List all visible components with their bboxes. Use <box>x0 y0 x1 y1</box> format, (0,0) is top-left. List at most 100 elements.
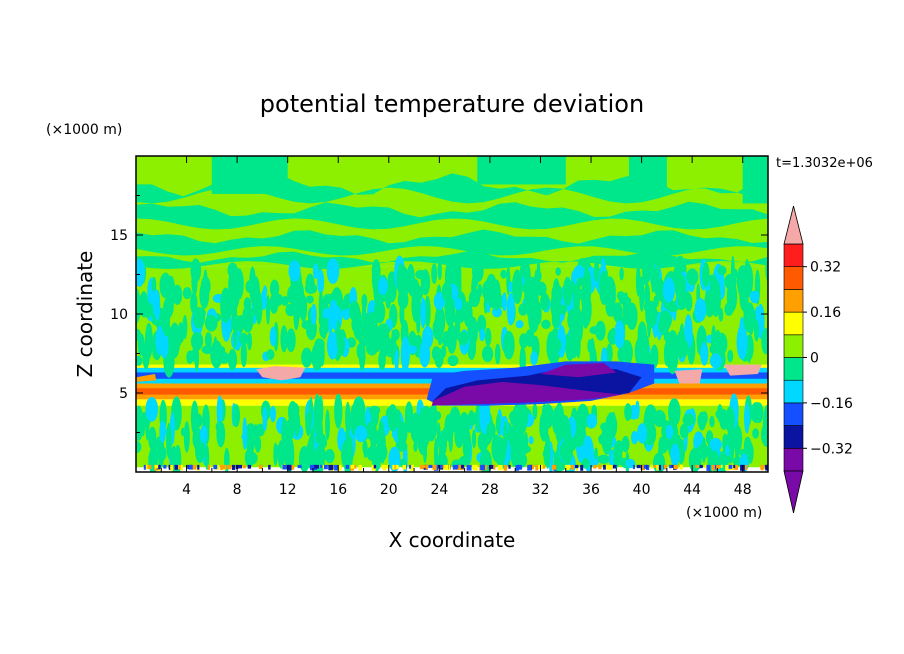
turbulence-cell <box>637 333 650 353</box>
turbulence-cell <box>294 411 301 437</box>
turbulence-cell <box>433 292 446 310</box>
turbulence-cell <box>281 418 288 449</box>
turbulence-cell <box>296 281 305 314</box>
surface-cell <box>373 464 377 469</box>
turbulence-cell <box>216 395 223 428</box>
warm-patch <box>674 369 703 384</box>
turbulence-cell <box>700 341 709 366</box>
warm-patch <box>723 364 762 376</box>
turbulence-cell <box>639 276 645 312</box>
turbulence-cell <box>457 310 465 323</box>
colorbar-swatch <box>783 243 804 268</box>
turbulence-cell <box>190 258 202 283</box>
x-tick-label: 4 <box>182 482 191 498</box>
turbulence-cell <box>216 421 226 448</box>
turbulence-cell <box>286 328 296 353</box>
turbulence-cell <box>563 419 572 454</box>
surface-cell <box>460 464 465 469</box>
turbulence-cell <box>312 263 319 279</box>
turbulence-cell <box>717 404 723 423</box>
surface-cell <box>291 464 295 470</box>
strat-layer <box>136 229 768 256</box>
surface-cell <box>432 464 437 471</box>
cold-pool-core <box>540 363 617 378</box>
turbulence-cell <box>241 305 254 333</box>
turbulence-cell <box>266 349 275 360</box>
turbulence-cell <box>152 349 158 359</box>
surface-cell <box>466 464 472 471</box>
turbulence-cell <box>459 455 471 466</box>
turbulence-cell <box>441 331 452 347</box>
turbulence-cell <box>515 320 524 329</box>
turbulence-cell <box>458 413 470 437</box>
turbulence-cell <box>606 343 613 363</box>
surface-cell <box>551 464 557 470</box>
surface-cell <box>174 464 179 470</box>
turbulence-cell <box>269 326 277 347</box>
turbulence-cell <box>749 290 760 304</box>
chart-title: potential temperature deviation <box>260 90 644 118</box>
turbulence-cell <box>422 435 428 464</box>
x-tick-label: 40 <box>633 482 651 498</box>
surface-cell <box>310 464 315 471</box>
turbulence-cell <box>506 292 516 326</box>
surface-cell <box>656 464 659 471</box>
turbulence-cell <box>477 314 487 335</box>
x-tick-label: 48 <box>734 482 752 498</box>
turbulence-cell <box>281 296 289 306</box>
surface-cell <box>728 464 733 469</box>
turbulence-cell <box>377 323 390 338</box>
surface-cell <box>765 464 768 471</box>
turbulence-cell <box>255 423 265 437</box>
turbulence-cell <box>725 406 735 434</box>
surface-cell <box>180 464 183 471</box>
turbulence-cell <box>526 329 533 345</box>
turbulence-cell <box>458 331 469 346</box>
turbulence-cell <box>631 430 639 445</box>
turbulence-cell <box>559 304 567 315</box>
turbulence-cell <box>397 421 408 445</box>
turbulence-cell <box>442 427 447 439</box>
turbulence-cell <box>711 325 717 358</box>
turbulence-cell <box>305 273 315 294</box>
turbulence-cell <box>572 433 585 448</box>
turbulence-cell <box>718 307 724 322</box>
surface-cell <box>497 464 503 471</box>
surface-cell <box>480 464 485 471</box>
turbulence-cell <box>622 292 630 326</box>
turbulence-cell <box>581 458 590 469</box>
turbulence-cell <box>280 325 288 353</box>
surface-cell <box>409 464 412 469</box>
turbulence-cell <box>684 314 693 349</box>
turbulence-cell <box>400 336 410 372</box>
turbulence-cell <box>467 334 477 360</box>
time-label: t=1.3032e+06 <box>776 156 873 171</box>
surface-cell <box>410 464 414 471</box>
surface-cell <box>603 464 607 470</box>
surface-cell <box>297 464 302 469</box>
turbulence-cell <box>204 332 212 349</box>
turbulence-cell <box>212 340 222 367</box>
turbulence-cell <box>199 425 208 444</box>
surface-cell <box>222 464 226 470</box>
surface-cell <box>452 464 456 470</box>
turbulence-cell <box>431 346 441 361</box>
turbulence-cell <box>446 324 457 354</box>
surface-cell <box>350 464 355 469</box>
warm-patch <box>256 366 306 381</box>
turbulence-cell <box>374 302 381 320</box>
turbulence-cell <box>601 421 613 455</box>
surface-cell <box>163 464 167 469</box>
turbulence-cell <box>338 335 345 356</box>
turbulence-cell <box>136 355 143 366</box>
turbulence-cell <box>174 326 182 348</box>
turbulence-cell <box>709 437 722 452</box>
turbulence-cell <box>679 423 689 439</box>
turbulence-cell <box>200 276 211 297</box>
y-tick-label: 5 <box>119 386 128 402</box>
x-tick-label: 16 <box>329 482 347 498</box>
turbulence-cell <box>620 339 633 366</box>
turbulence-cell <box>532 403 538 420</box>
colorbar: 0.32 0.16 0 −0.16 −0.32 <box>783 205 853 514</box>
